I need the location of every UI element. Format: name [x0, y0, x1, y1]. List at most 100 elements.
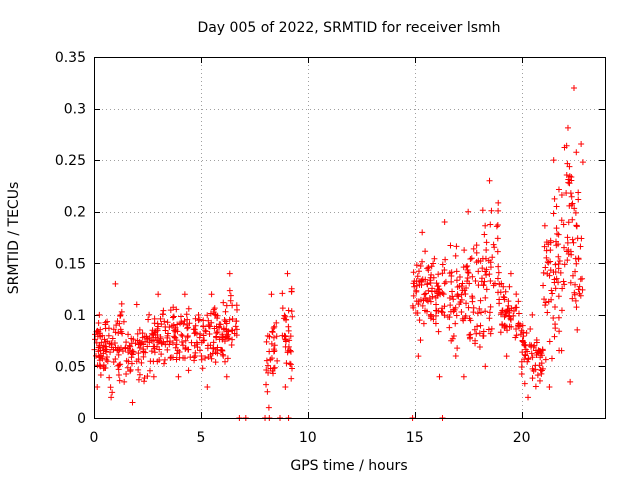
data-point — [117, 312, 124, 319]
data-point — [289, 313, 296, 320]
data-point — [410, 292, 417, 299]
data-point — [419, 302, 426, 309]
data-point — [461, 287, 468, 294]
data-point — [146, 334, 153, 341]
data-point — [208, 291, 215, 298]
y-tick-label: 0.15 — [55, 256, 86, 272]
data-point — [564, 257, 571, 264]
data-point — [477, 297, 484, 304]
data-point — [413, 282, 420, 289]
data-point — [480, 328, 487, 335]
data-point — [113, 322, 120, 329]
data-point — [550, 314, 557, 321]
data-point — [552, 238, 559, 245]
data-point — [96, 311, 103, 318]
data-point — [192, 322, 199, 329]
data-point — [150, 373, 157, 380]
data-point — [453, 268, 460, 275]
data-point — [164, 334, 171, 341]
data-point — [284, 347, 291, 354]
data-point — [102, 339, 109, 346]
data-point — [433, 301, 440, 308]
data-point — [567, 378, 574, 385]
data-point — [546, 384, 553, 391]
data-point — [158, 339, 165, 346]
data-point — [135, 356, 142, 363]
data-point — [204, 312, 211, 319]
data-point — [158, 321, 165, 328]
data-point — [482, 294, 489, 301]
data-point — [502, 288, 509, 295]
data-point — [506, 283, 513, 290]
data-point — [188, 339, 195, 346]
data-point — [232, 323, 239, 330]
data-point — [515, 320, 522, 327]
data-point — [420, 297, 427, 304]
data-point — [179, 332, 186, 339]
data-point — [430, 260, 437, 267]
data-point — [450, 306, 457, 313]
y-tick-label: 0.3 — [64, 102, 86, 118]
data-point — [226, 270, 233, 277]
data-point — [184, 334, 191, 341]
data-point — [495, 269, 502, 276]
data-point — [283, 360, 290, 367]
data-point — [134, 337, 141, 344]
data-point — [116, 377, 123, 384]
data-point — [568, 193, 575, 200]
data-point — [136, 371, 143, 378]
data-point — [227, 297, 234, 304]
data-point — [419, 258, 426, 265]
data-point — [268, 355, 275, 362]
data-point — [560, 221, 567, 228]
data-point — [206, 323, 213, 330]
data-point — [427, 280, 434, 287]
data-point — [572, 297, 579, 304]
data-point — [529, 311, 536, 318]
data-point — [213, 333, 220, 340]
data-point — [465, 270, 472, 277]
data-point — [207, 310, 214, 317]
data-point — [538, 360, 545, 367]
data-point — [286, 337, 293, 344]
data-point — [460, 373, 467, 380]
chart-title: Day 005 of 2022, SRMTID for receiver lsm… — [197, 20, 500, 36]
data-point — [110, 326, 117, 333]
data-point — [477, 322, 484, 329]
data-point — [542, 356, 549, 363]
data-point — [195, 311, 202, 318]
data-point — [428, 263, 435, 270]
data-point — [144, 373, 151, 380]
data-point — [109, 389, 116, 396]
data-point — [461, 247, 468, 254]
data-point — [550, 157, 557, 164]
x-tick-label: 0 — [90, 430, 99, 446]
data-point — [169, 314, 176, 321]
data-point — [435, 271, 442, 278]
data-point — [447, 242, 454, 249]
data-point — [469, 298, 476, 305]
data-point — [228, 327, 235, 334]
data-point — [288, 288, 295, 295]
data-point — [210, 306, 217, 313]
data-point — [505, 302, 512, 309]
data-point — [487, 330, 494, 337]
data-point — [96, 357, 103, 364]
data-point — [479, 255, 486, 262]
data-point — [463, 300, 470, 307]
data-point — [545, 259, 552, 266]
data-point — [141, 378, 148, 385]
data-point — [176, 354, 183, 361]
data-point — [200, 323, 207, 330]
data-point — [551, 304, 558, 311]
data-point — [229, 336, 236, 343]
data-point — [558, 347, 565, 354]
data-point — [518, 364, 525, 371]
data-point — [130, 348, 137, 355]
data-point — [181, 355, 188, 362]
data-point — [270, 334, 277, 341]
data-point — [186, 320, 193, 327]
data-point — [218, 347, 225, 354]
data-point — [482, 308, 489, 315]
y-tick-label: 0.25 — [55, 153, 86, 169]
